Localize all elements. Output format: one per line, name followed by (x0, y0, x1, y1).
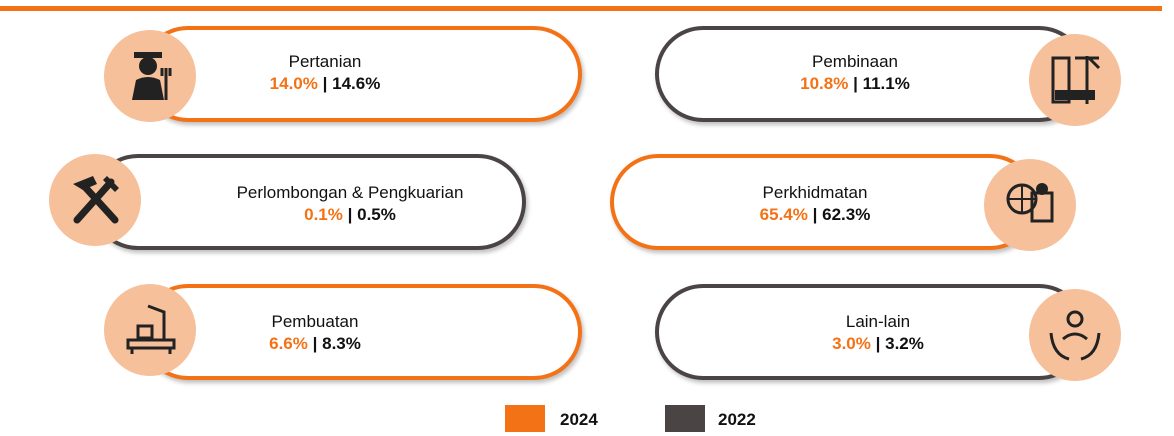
icon-circle (104, 284, 196, 376)
value-2024: 0.1% (304, 205, 343, 224)
sector-values: 3.0% | 3.2% (698, 334, 1058, 354)
value-2024: 10.8% (800, 74, 849, 93)
sector-text: Pembuatan 6.6% | 8.3% (135, 312, 495, 354)
separator: | (347, 205, 353, 224)
sector-text: Pertanian 14.0% | 14.6% (145, 52, 505, 94)
sector-text: Perkhidmatan 65.4% | 62.3% (635, 183, 995, 225)
sector-icon (1049, 310, 1101, 361)
value-2024: 65.4% (759, 205, 808, 224)
sector-label: Pembinaan (811, 52, 898, 71)
sector-values: 65.4% | 62.3% (635, 205, 995, 225)
value-2022: 14.6% (332, 74, 381, 93)
top-rule (0, 6, 1162, 11)
value-2022: 11.1% (862, 74, 910, 93)
sector-card (140, 26, 582, 122)
sector-icon (1006, 183, 1054, 223)
separator: | (853, 74, 858, 93)
sector-icon (132, 52, 172, 100)
separator: | (875, 334, 881, 353)
sector-icon (1051, 56, 1101, 104)
sector-card (140, 284, 582, 380)
value-2022: 62.3% (822, 205, 871, 224)
sector-icon (126, 304, 176, 354)
separator: | (812, 205, 818, 224)
sector-card (655, 284, 1087, 380)
sector-card (90, 154, 526, 250)
sector-label: Perlombongan & Pengkuarian (236, 183, 464, 202)
sector-label: Pembuatan (271, 312, 359, 331)
sector-values: 10.8% | 11.1% (675, 74, 1035, 94)
sector-text: Perlombongan & Pengkuarian 0.1% | 0.5% (170, 183, 530, 225)
value-2022: 0.5% (357, 205, 396, 224)
sector-text: Pembinaan 10.8% | 11.1% (675, 52, 1035, 94)
separator: | (322, 74, 328, 93)
icon-circle (104, 30, 196, 122)
sector-card (655, 26, 1087, 122)
icon-circle (1029, 289, 1121, 381)
sector-label: Lain-lain (845, 312, 911, 331)
sector-label: Pertanian (288, 52, 362, 71)
value-2024: 3.0% (832, 334, 871, 353)
legend-label: 2024 (560, 410, 598, 429)
sector-label: Perkhidmatan (762, 183, 868, 202)
legend-swatch (505, 405, 545, 432)
value-2022: 8.3% (322, 334, 361, 353)
icon-circle (984, 159, 1076, 251)
value-2024: 14.0% (269, 74, 318, 93)
value-2022: 3.2% (885, 334, 924, 353)
sector-values: 6.6% | 8.3% (135, 334, 495, 354)
legend-swatch (665, 405, 705, 432)
sector-values: 14.0% | 14.6% (145, 74, 505, 94)
sector-values: 0.1% | 0.5% (170, 205, 530, 225)
icon-circle (49, 154, 141, 246)
icon-circle (1029, 34, 1121, 126)
sector-card (610, 154, 1038, 250)
separator: | (312, 334, 318, 353)
sector-text: Lain-lain 3.0% | 3.2% (698, 312, 1058, 354)
sector-icon (73, 176, 119, 224)
legend-label: 2022 (718, 410, 756, 429)
value-2024: 6.6% (269, 334, 308, 353)
